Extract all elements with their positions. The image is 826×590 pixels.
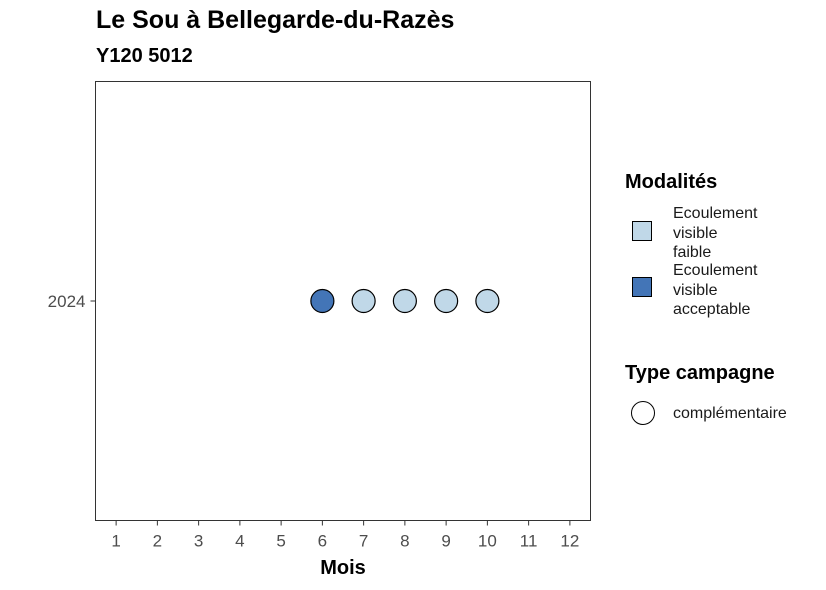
x-tick-label: 12: [560, 532, 579, 551]
legend-label-line: Ecoulement: [673, 262, 758, 279]
x-tick-label: 9: [441, 532, 450, 551]
x-tick-label: 2: [153, 532, 162, 551]
data-point: [392, 288, 417, 314]
legend-type-title: Type campagne: [625, 362, 775, 384]
chart-title: Le Sou à Bellegarde-du-Razès: [96, 6, 455, 34]
legend-modalites-title: Modalités: [625, 171, 718, 193]
x-tick-label: 10: [478, 532, 497, 551]
x-tick-label: 5: [276, 532, 285, 551]
legend-key-faible: [632, 221, 652, 241]
plot-panel: [95, 81, 591, 521]
legend-label-line: faible: [673, 244, 712, 261]
legend-label-acceptable: Ecoulement visible acceptable: [673, 261, 758, 320]
data-point: [310, 288, 335, 314]
legend-label-line: Ecoulement: [673, 205, 758, 222]
x-tick-label: 7: [359, 532, 368, 551]
x-tick-label: 1: [111, 532, 120, 551]
x-axis-label: Mois: [320, 557, 366, 579]
legend-key-circle-icon: [631, 401, 655, 425]
data-point: [475, 288, 500, 314]
legend-key-acceptable: [632, 277, 652, 297]
x-tick-label: 6: [318, 532, 327, 551]
x-axis: 1 2 3 4 5 6 7 8 9 10 11 12: [111, 520, 579, 551]
legend-label-faible: Ecoulement visible faible: [673, 204, 758, 263]
x-tick-label: 4: [235, 532, 244, 551]
legend-label-complementaire: complémentaire: [673, 405, 787, 422]
legend-label-line: visible: [673, 224, 718, 242]
y-tick-label: 2024: [48, 292, 86, 311]
data-point: [351, 288, 376, 314]
x-tick-label: 8: [400, 532, 409, 551]
legend-label-line: visible: [673, 281, 718, 299]
y-axis: 2024: [48, 292, 96, 311]
chart-subtitle: Y120 5012: [96, 45, 193, 67]
data-points: [310, 288, 500, 314]
data-point: [434, 288, 459, 314]
x-tick-label: 3: [194, 532, 203, 551]
legend-label-line: acceptable: [673, 301, 751, 318]
x-tick-label: 11: [520, 532, 538, 551]
